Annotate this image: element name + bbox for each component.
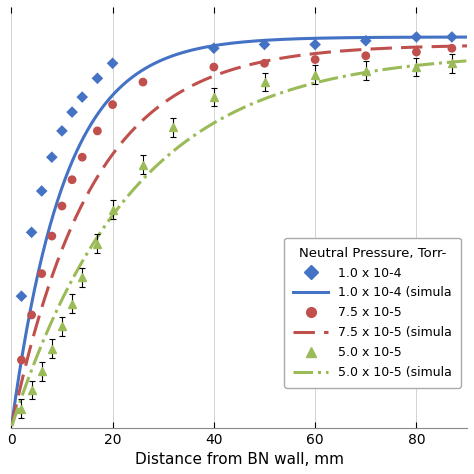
Point — [362, 37, 370, 45]
Point — [58, 127, 66, 135]
Point — [58, 202, 66, 210]
Point — [93, 127, 101, 135]
Point — [448, 45, 456, 52]
Point — [261, 41, 268, 48]
Point — [109, 60, 117, 67]
Point — [48, 154, 55, 161]
Point — [28, 228, 36, 236]
Point — [139, 78, 147, 86]
Point — [311, 41, 319, 48]
Point — [311, 56, 319, 64]
Point — [18, 356, 25, 364]
Point — [48, 232, 55, 240]
Point — [78, 93, 86, 101]
Point — [38, 187, 46, 195]
Legend: 1.0 x 10-4, 1.0 x 10-4 (simula, 7.5 x 10-5, 7.5 x 10-5 (simula, 5.0 x 10-5, 5.0 : 1.0 x 10-4, 1.0 x 10-4 (simula, 7.5 x 10… — [284, 238, 461, 388]
Point — [413, 48, 420, 56]
Point — [362, 52, 370, 60]
X-axis label: Distance from BN wall, mm: Distance from BN wall, mm — [135, 452, 344, 467]
Point — [93, 74, 101, 82]
Point — [78, 154, 86, 161]
Point — [210, 45, 218, 52]
Point — [261, 60, 268, 67]
Point — [38, 270, 46, 277]
Point — [413, 33, 420, 41]
Point — [210, 63, 218, 71]
Point — [68, 109, 76, 116]
Point — [448, 33, 456, 41]
Point — [28, 311, 36, 319]
Point — [68, 176, 76, 183]
Point — [109, 101, 117, 109]
Point — [18, 292, 25, 300]
